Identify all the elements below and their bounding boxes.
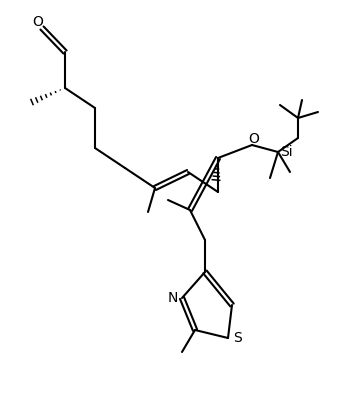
Text: N: N bbox=[168, 291, 178, 305]
Text: S: S bbox=[233, 331, 241, 345]
Text: Si: Si bbox=[280, 145, 292, 159]
Text: O: O bbox=[248, 132, 260, 146]
Text: O: O bbox=[33, 15, 43, 29]
